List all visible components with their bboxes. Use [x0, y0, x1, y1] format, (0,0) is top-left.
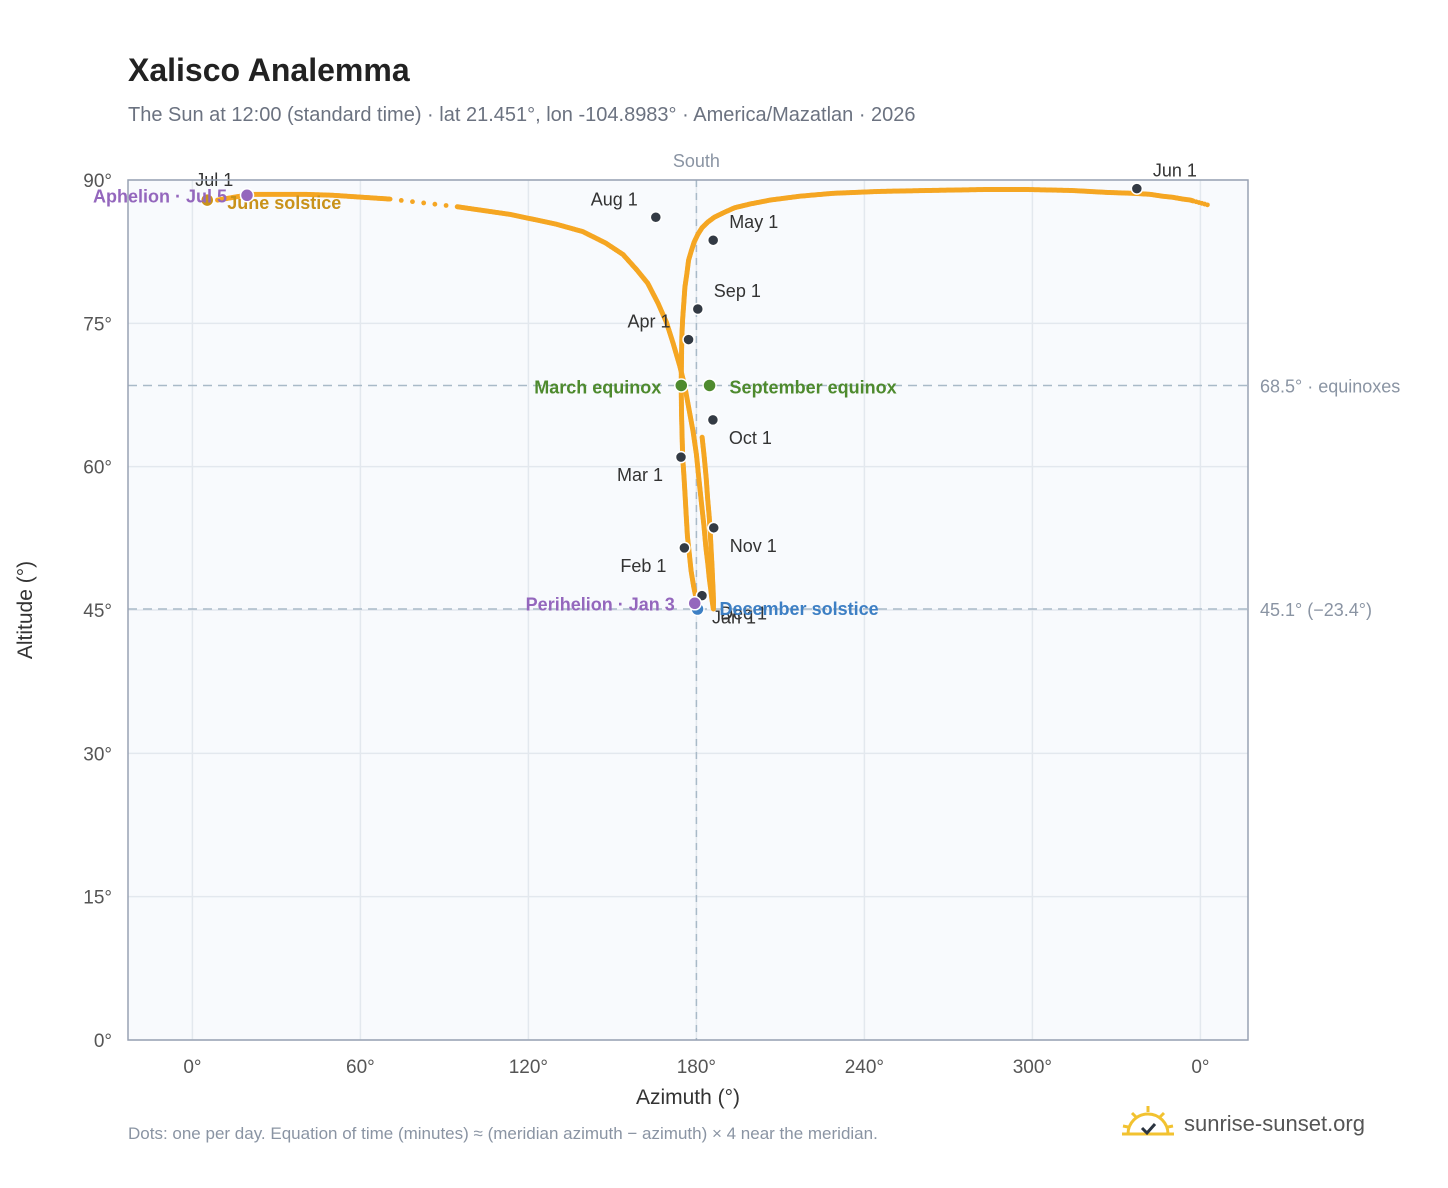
y-tick-label: 0°: [94, 1031, 112, 1052]
month-marker: [1130, 182, 1144, 195]
month-marker: [706, 413, 720, 427]
meridian-label: South: [673, 151, 720, 171]
x-axis-ticks: 0° 60° 120° 180° 240° 300° 0°: [183, 1057, 1209, 1078]
chart-title: Xalisco Analemma: [128, 52, 410, 88]
chart-subtitle: The Sun at 12:00 (standard time) · lat 2…: [128, 104, 916, 126]
brand-name: sunrise-sunset.org: [1184, 1111, 1365, 1136]
reference-line-label: 68.5° · equinoxes: [1260, 376, 1400, 396]
month-label: Jan 1: [712, 608, 756, 628]
month-label: Feb 1: [620, 556, 666, 576]
month-label: Jun 1: [1153, 161, 1197, 181]
y-tick-label: 15°: [83, 888, 112, 909]
day-dot: [1205, 202, 1210, 208]
month-marker: [706, 233, 720, 247]
x-tick-label: 120°: [509, 1057, 548, 1078]
y-tick-label: 90°: [83, 171, 112, 192]
event-markers: March equinox September equinox June solst…: [93, 186, 897, 619]
y-tick-label: 75°: [83, 314, 112, 335]
sunrise-logo-icon: [1122, 1106, 1174, 1136]
month-label: Mar 1: [617, 465, 663, 485]
plot-frame: [127, 179, 1249, 1041]
month-label: Aug 1: [591, 189, 638, 209]
y-tick-label: 30°: [83, 744, 112, 765]
month-marker: [649, 211, 663, 224]
month-marker: [674, 450, 688, 464]
x-tick-label: 300°: [1013, 1057, 1052, 1078]
month-label: Sep 1: [714, 281, 761, 301]
x-tick-label: 0°: [183, 1057, 201, 1078]
y-tick-label: 60°: [83, 458, 112, 479]
day-dot: [443, 203, 449, 208]
reference-line-label: 45.1° (−23.4°): [1260, 600, 1372, 620]
month-label: Dec 1: [720, 604, 767, 624]
x-tick-label: 240°: [845, 1057, 884, 1078]
event-label: December solstice: [720, 599, 879, 619]
event-marker: [687, 596, 702, 611]
event-label: Perihelion · Jan 3: [526, 594, 675, 614]
brand[interactable]: sunrise-sunset.org: [1120, 1102, 1365, 1146]
event-label: March equinox: [534, 377, 661, 397]
analemma-curve: [215, 187, 1210, 612]
event-marker: [674, 378, 689, 393]
y-tick-label: 45°: [83, 601, 112, 622]
day-dot: [432, 201, 438, 207]
day-dot: [421, 200, 427, 206]
month-label: Apr 1: [628, 312, 671, 332]
day-dot: [387, 196, 393, 202]
event-marker: [199, 192, 215, 208]
y-axis-ticks: 0° 15° 30° 45° 60° 75° 90°: [83, 171, 112, 1052]
month-marker: [707, 521, 721, 535]
month-label: Oct 1: [729, 428, 772, 448]
footnote: Dots: one per day. Equation of time (min…: [128, 1124, 878, 1143]
event-label: September equinox: [730, 377, 897, 397]
event-marker: [702, 378, 717, 393]
month-marker: [682, 333, 695, 346]
event-label: June solstice: [227, 193, 341, 213]
month-label: May 1: [729, 212, 778, 232]
y-axis-label: Altitude (°): [14, 561, 37, 659]
month-label: Nov 1: [730, 536, 777, 556]
day-dot: [410, 199, 415, 205]
event-marker: [239, 188, 255, 203]
x-tick-label: 0°: [1191, 1057, 1209, 1078]
x-tick-label: 60°: [346, 1057, 375, 1078]
month-marker: [691, 302, 705, 316]
x-tick-label: 180°: [677, 1057, 716, 1078]
month-marker: [678, 541, 691, 555]
event-label: Aphelion · Jul 5: [93, 186, 227, 206]
day-dot: [699, 434, 705, 440]
day-dot: [398, 197, 404, 203]
x-axis-label: Azimuth (°): [636, 1086, 740, 1109]
